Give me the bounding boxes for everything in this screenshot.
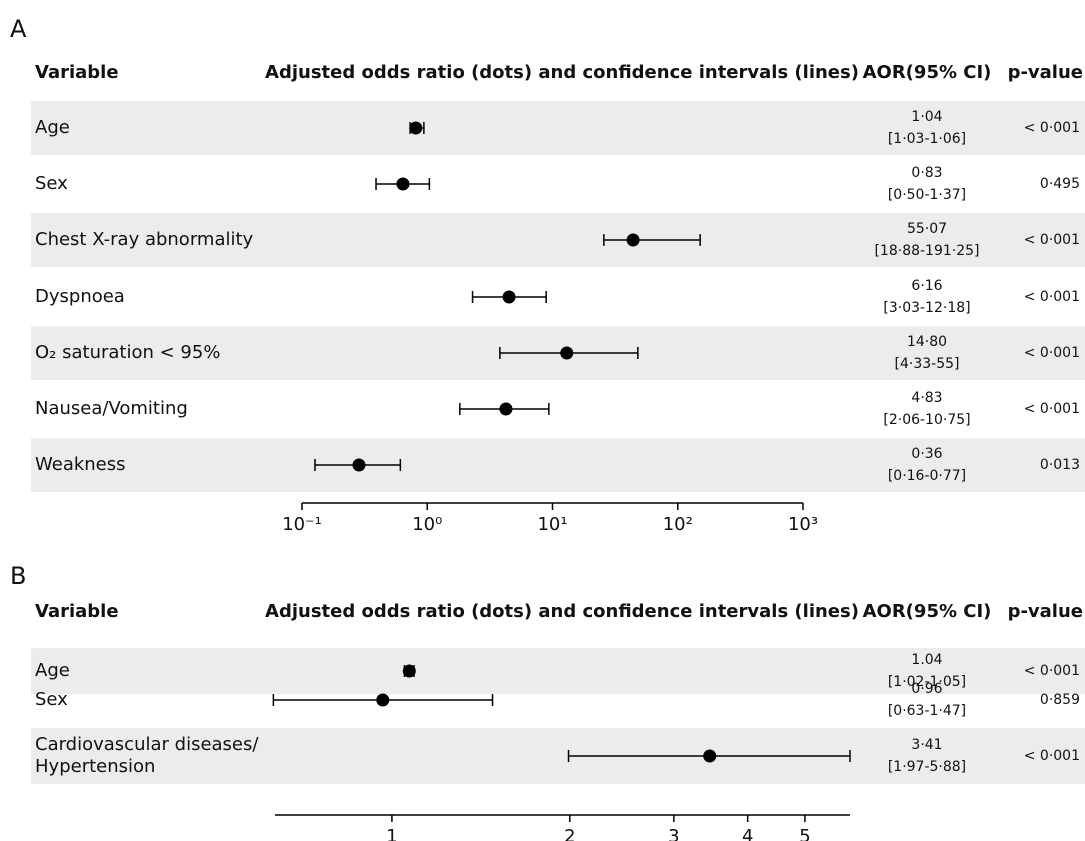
- panel-label: A: [10, 15, 27, 43]
- row-label: Age: [35, 660, 70, 681]
- row-band: [31, 213, 1085, 267]
- confidence-interval: [603, 234, 701, 246]
- column-header: Variable: [35, 62, 119, 83]
- row-band: [31, 648, 1085, 694]
- aor-value: 14·80: [907, 334, 947, 350]
- row-band: [31, 728, 1085, 784]
- x-tick-label: 1: [386, 826, 397, 841]
- odds-ratio-dot: [402, 664, 416, 678]
- odds-ratio-dot: [376, 693, 390, 707]
- aor-ci: [0·16-0·77]: [888, 468, 966, 484]
- p-value: 0·013: [1040, 457, 1080, 473]
- x-tick-label: 10⁰: [412, 514, 442, 535]
- odds-ratio-dot: [409, 121, 423, 135]
- column-header: Variable: [35, 601, 119, 622]
- aor-value: 55·07: [907, 221, 947, 237]
- p-value: < 0·001: [1024, 401, 1080, 417]
- column-header: Adjusted odds ratio (dots) and confidenc…: [265, 62, 859, 83]
- p-value: < 0·001: [1024, 345, 1080, 361]
- odds-ratio-dot: [560, 346, 574, 360]
- x-tick-label: 4: [742, 826, 753, 841]
- aor-value: 1.04: [911, 652, 942, 668]
- aor-value: 3·41: [911, 737, 942, 753]
- row-label: Sex: [35, 173, 68, 194]
- row-label: Nausea/Vomiting: [35, 398, 188, 419]
- row-label: Age: [35, 117, 70, 138]
- aor-value: 6·16: [911, 278, 942, 294]
- odds-ratio-dot: [396, 177, 410, 191]
- aor-value: 0·36: [911, 446, 942, 462]
- p-value: 0·859: [1040, 692, 1080, 708]
- x-tick-label: 10³: [788, 514, 818, 535]
- row-band: [31, 101, 1085, 155]
- column-header: p-value: [1008, 62, 1083, 83]
- odds-ratio-dot: [499, 402, 513, 416]
- aor-ci: [0·50-1·37]: [888, 187, 966, 203]
- aor-value: 0·83: [911, 165, 942, 181]
- aor-ci: [2·06-10·75]: [883, 412, 970, 428]
- odds-ratio-dot: [502, 290, 516, 304]
- odds-ratio-dot: [703, 749, 717, 763]
- aor-ci: [3·03-12·18]: [883, 300, 970, 316]
- column-header: AOR(95% CI): [863, 601, 992, 622]
- aor-value: 0·96: [911, 681, 942, 697]
- p-value: < 0·001: [1024, 289, 1080, 305]
- aor-ci: [0·63-1·47]: [888, 703, 966, 719]
- row-label: Cardiovascular diseases/Hypertension: [35, 734, 259, 777]
- x-tick-label: 10⁻¹: [282, 514, 322, 535]
- row-band: [31, 438, 1085, 492]
- row-label: Dyspnoea: [35, 286, 125, 307]
- aor-ci: [18·88-191·25]: [874, 243, 979, 259]
- x-tick-label: 3: [668, 826, 679, 841]
- odds-ratio-dot: [352, 458, 366, 472]
- p-value: < 0·001: [1024, 232, 1080, 248]
- aor-ci: [1·03-1·06]: [888, 131, 966, 147]
- panel-label: B: [10, 562, 26, 590]
- odds-ratio-dot: [626, 233, 640, 247]
- column-header: p-value: [1008, 601, 1083, 622]
- x-tick-label: 10¹: [537, 514, 567, 535]
- aor-ci: [1·97-5·88]: [888, 759, 966, 775]
- p-value: < 0·001: [1024, 748, 1080, 764]
- column-header: Adjusted odds ratio (dots) and confidenc…: [265, 601, 859, 622]
- p-value: < 0·001: [1024, 663, 1080, 679]
- aor-value: 4·83: [911, 390, 942, 406]
- aor-ci: [4·33-55]: [895, 356, 960, 372]
- x-tick-label: 2: [564, 826, 575, 841]
- p-value: 0·495: [1040, 176, 1080, 192]
- x-tick-label: 5: [799, 826, 810, 841]
- row-label: Weakness: [35, 454, 126, 475]
- column-header: AOR(95% CI): [863, 62, 992, 83]
- row-label: O₂ saturation < 95%: [35, 342, 220, 363]
- aor-value: 1·04: [911, 109, 942, 125]
- p-value: < 0·001: [1024, 120, 1080, 136]
- row-label: Chest X-ray abnormality: [35, 229, 254, 250]
- x-tick-label: 10²: [663, 514, 693, 535]
- row-label: Sex: [35, 689, 68, 710]
- aor-ci: [1·02-1·05]: [888, 674, 966, 690]
